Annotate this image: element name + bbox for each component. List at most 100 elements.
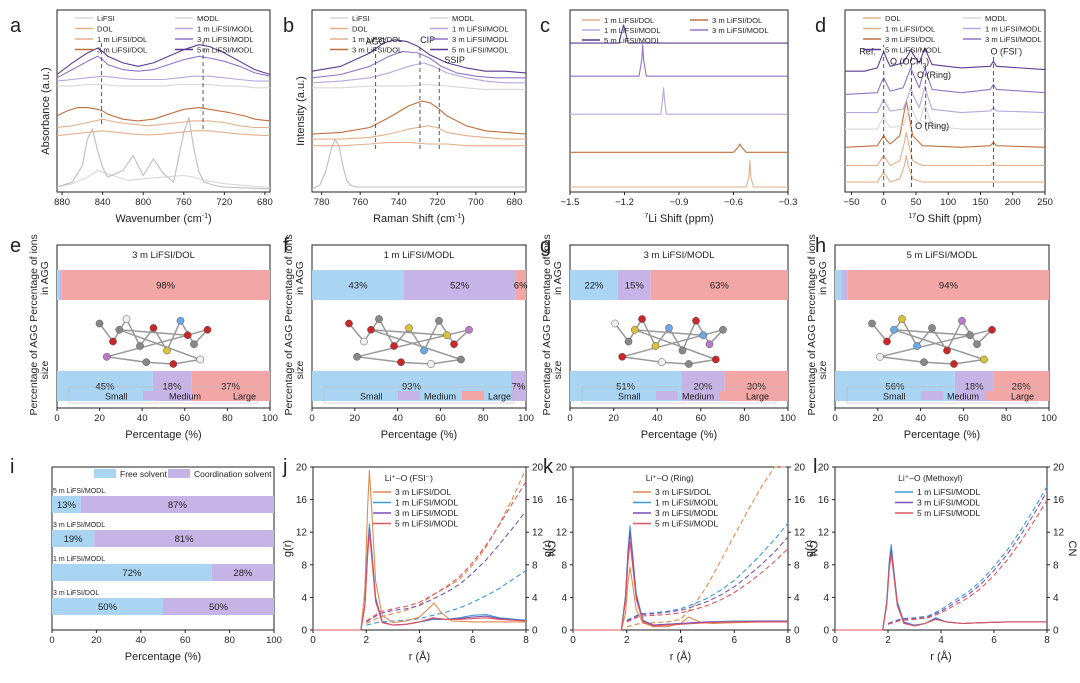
x-tick-label: 0 bbox=[49, 635, 54, 646]
y-axis-label-top: Percentage of ions bbox=[283, 234, 295, 322]
legend-swatch bbox=[334, 391, 356, 400]
bond bbox=[681, 320, 697, 351]
legend: Small Medium Large bbox=[846, 386, 1038, 404]
atom bbox=[109, 337, 117, 346]
x-axis-label: Wavenumber (cm-1) bbox=[115, 213, 211, 225]
bond bbox=[423, 320, 440, 351]
y2-tick-label: 12 bbox=[794, 528, 806, 539]
x-tick-label: 720 bbox=[216, 197, 232, 208]
y-axis-label-bottom: size bbox=[552, 361, 564, 380]
x-axis-label: r (Å) bbox=[409, 650, 430, 663]
y2-tick-label: 4 bbox=[794, 593, 800, 604]
bar-value-label: 28% bbox=[233, 568, 253, 579]
bond bbox=[430, 358, 462, 365]
y-tick-label: 0 bbox=[301, 626, 307, 637]
y2-tick-label: 4 bbox=[532, 593, 538, 604]
series-line bbox=[56, 116, 270, 190]
legend-label: Small bbox=[360, 392, 383, 402]
atom bbox=[353, 352, 361, 361]
legend-label: Medium bbox=[682, 392, 714, 402]
y-tick-label: 0 bbox=[823, 626, 829, 637]
x-axis-label: Percentage (%) bbox=[641, 429, 717, 441]
legend-label: 1 m LiFSI/MODL bbox=[452, 25, 509, 34]
series-line bbox=[311, 138, 526, 190]
bond bbox=[871, 323, 888, 342]
bond bbox=[370, 329, 448, 336]
x-tick-label: 4 bbox=[678, 635, 684, 646]
y-tick-label: 20 bbox=[296, 463, 308, 474]
axis-text: Li Shift (ppm) bbox=[648, 213, 713, 225]
y-tick-label: 16 bbox=[818, 495, 830, 506]
bond bbox=[916, 327, 933, 347]
bar-value-label: 43% bbox=[349, 281, 369, 292]
plot-frame bbox=[569, 244, 789, 409]
annotation-text: Ref. bbox=[859, 47, 876, 57]
molecule-cluster-image bbox=[95, 315, 212, 368]
ions-bar-medium bbox=[617, 270, 651, 300]
y2-tick-label: 16 bbox=[532, 495, 544, 506]
atom bbox=[465, 325, 473, 334]
atom bbox=[397, 358, 405, 367]
atom bbox=[928, 324, 936, 332]
series-line bbox=[56, 75, 270, 82]
legend-swatch bbox=[79, 391, 101, 400]
atom bbox=[163, 346, 171, 355]
y-axis-label-bottom: Percentage of AGG bbox=[283, 324, 295, 415]
atom bbox=[102, 352, 111, 361]
legend-label: 1 m LiFSI/DOL bbox=[352, 35, 402, 44]
rdf-line bbox=[313, 523, 527, 631]
legend-label: 1 m LiFSI/MODL bbox=[985, 25, 1042, 34]
series-line bbox=[56, 44, 271, 76]
y-tick-label: 4 bbox=[823, 593, 829, 604]
x-tick-label: 60 bbox=[180, 413, 191, 424]
annotation-text: ) bbox=[926, 57, 929, 67]
atom bbox=[657, 358, 666, 367]
ions-bar-large bbox=[650, 270, 788, 300]
annotation: O (OCH3) bbox=[890, 57, 929, 70]
bar-value-label: 94% bbox=[939, 281, 959, 292]
annotation-text: AGG bbox=[366, 37, 386, 47]
x-tick-label: 20 bbox=[94, 413, 105, 424]
legend-label: MODL bbox=[197, 14, 219, 23]
molecule-cluster-image bbox=[611, 315, 727, 368]
series-line bbox=[845, 85, 1046, 114]
y2-tick-label: 20 bbox=[794, 463, 806, 474]
x-tick-label: 40 bbox=[136, 635, 147, 646]
atom bbox=[443, 331, 451, 340]
y-axis-label: g(r) bbox=[542, 540, 554, 557]
y-axis-label-top: in AGG bbox=[552, 261, 564, 295]
bar-value-label: 15% bbox=[625, 281, 645, 292]
series-line bbox=[311, 62, 526, 84]
y2-tick-label: 16 bbox=[1053, 495, 1065, 506]
bar-value-label: 98% bbox=[156, 281, 176, 292]
x-tick-label: 8 bbox=[523, 635, 529, 646]
y-axis-label: Absorbance (a.u.) bbox=[40, 67, 52, 154]
bond bbox=[146, 361, 174, 365]
y-tick-label: 16 bbox=[556, 495, 568, 506]
y-axis-label-bottom: size bbox=[39, 361, 51, 380]
panel-i: i 0 20 40 60 80 100 Percentage (%) Free solvent C… bbox=[10, 456, 282, 663]
x-tick-label: 0 bbox=[310, 635, 316, 646]
plot-frame bbox=[51, 466, 275, 631]
bar-value-label: 81% bbox=[175, 534, 195, 545]
x-tick-label: 0 bbox=[832, 413, 837, 424]
atom bbox=[360, 337, 368, 346]
x-tick-label: 100 bbox=[940, 197, 956, 208]
annotation: SSIP bbox=[444, 55, 465, 65]
bar-value-label: 87% bbox=[168, 500, 188, 511]
rdf-line bbox=[835, 543, 1047, 631]
atom bbox=[988, 325, 996, 334]
bar-value-label: 19% bbox=[64, 534, 84, 545]
annotation-text: O (Ring) bbox=[915, 121, 949, 131]
bar-value-label: 7% bbox=[512, 382, 526, 393]
legend-label: 1 m LiFSI/MODL bbox=[395, 498, 459, 508]
atom bbox=[973, 340, 981, 349]
legend-swatch bbox=[462, 391, 484, 400]
atom bbox=[665, 324, 673, 332]
x-tick-label: 20 bbox=[350, 413, 361, 424]
x-tick-label: −0.9 bbox=[670, 197, 689, 208]
series-line bbox=[570, 143, 788, 153]
series-line bbox=[56, 130, 271, 137]
y-axis-label: g(r) bbox=[804, 540, 816, 557]
